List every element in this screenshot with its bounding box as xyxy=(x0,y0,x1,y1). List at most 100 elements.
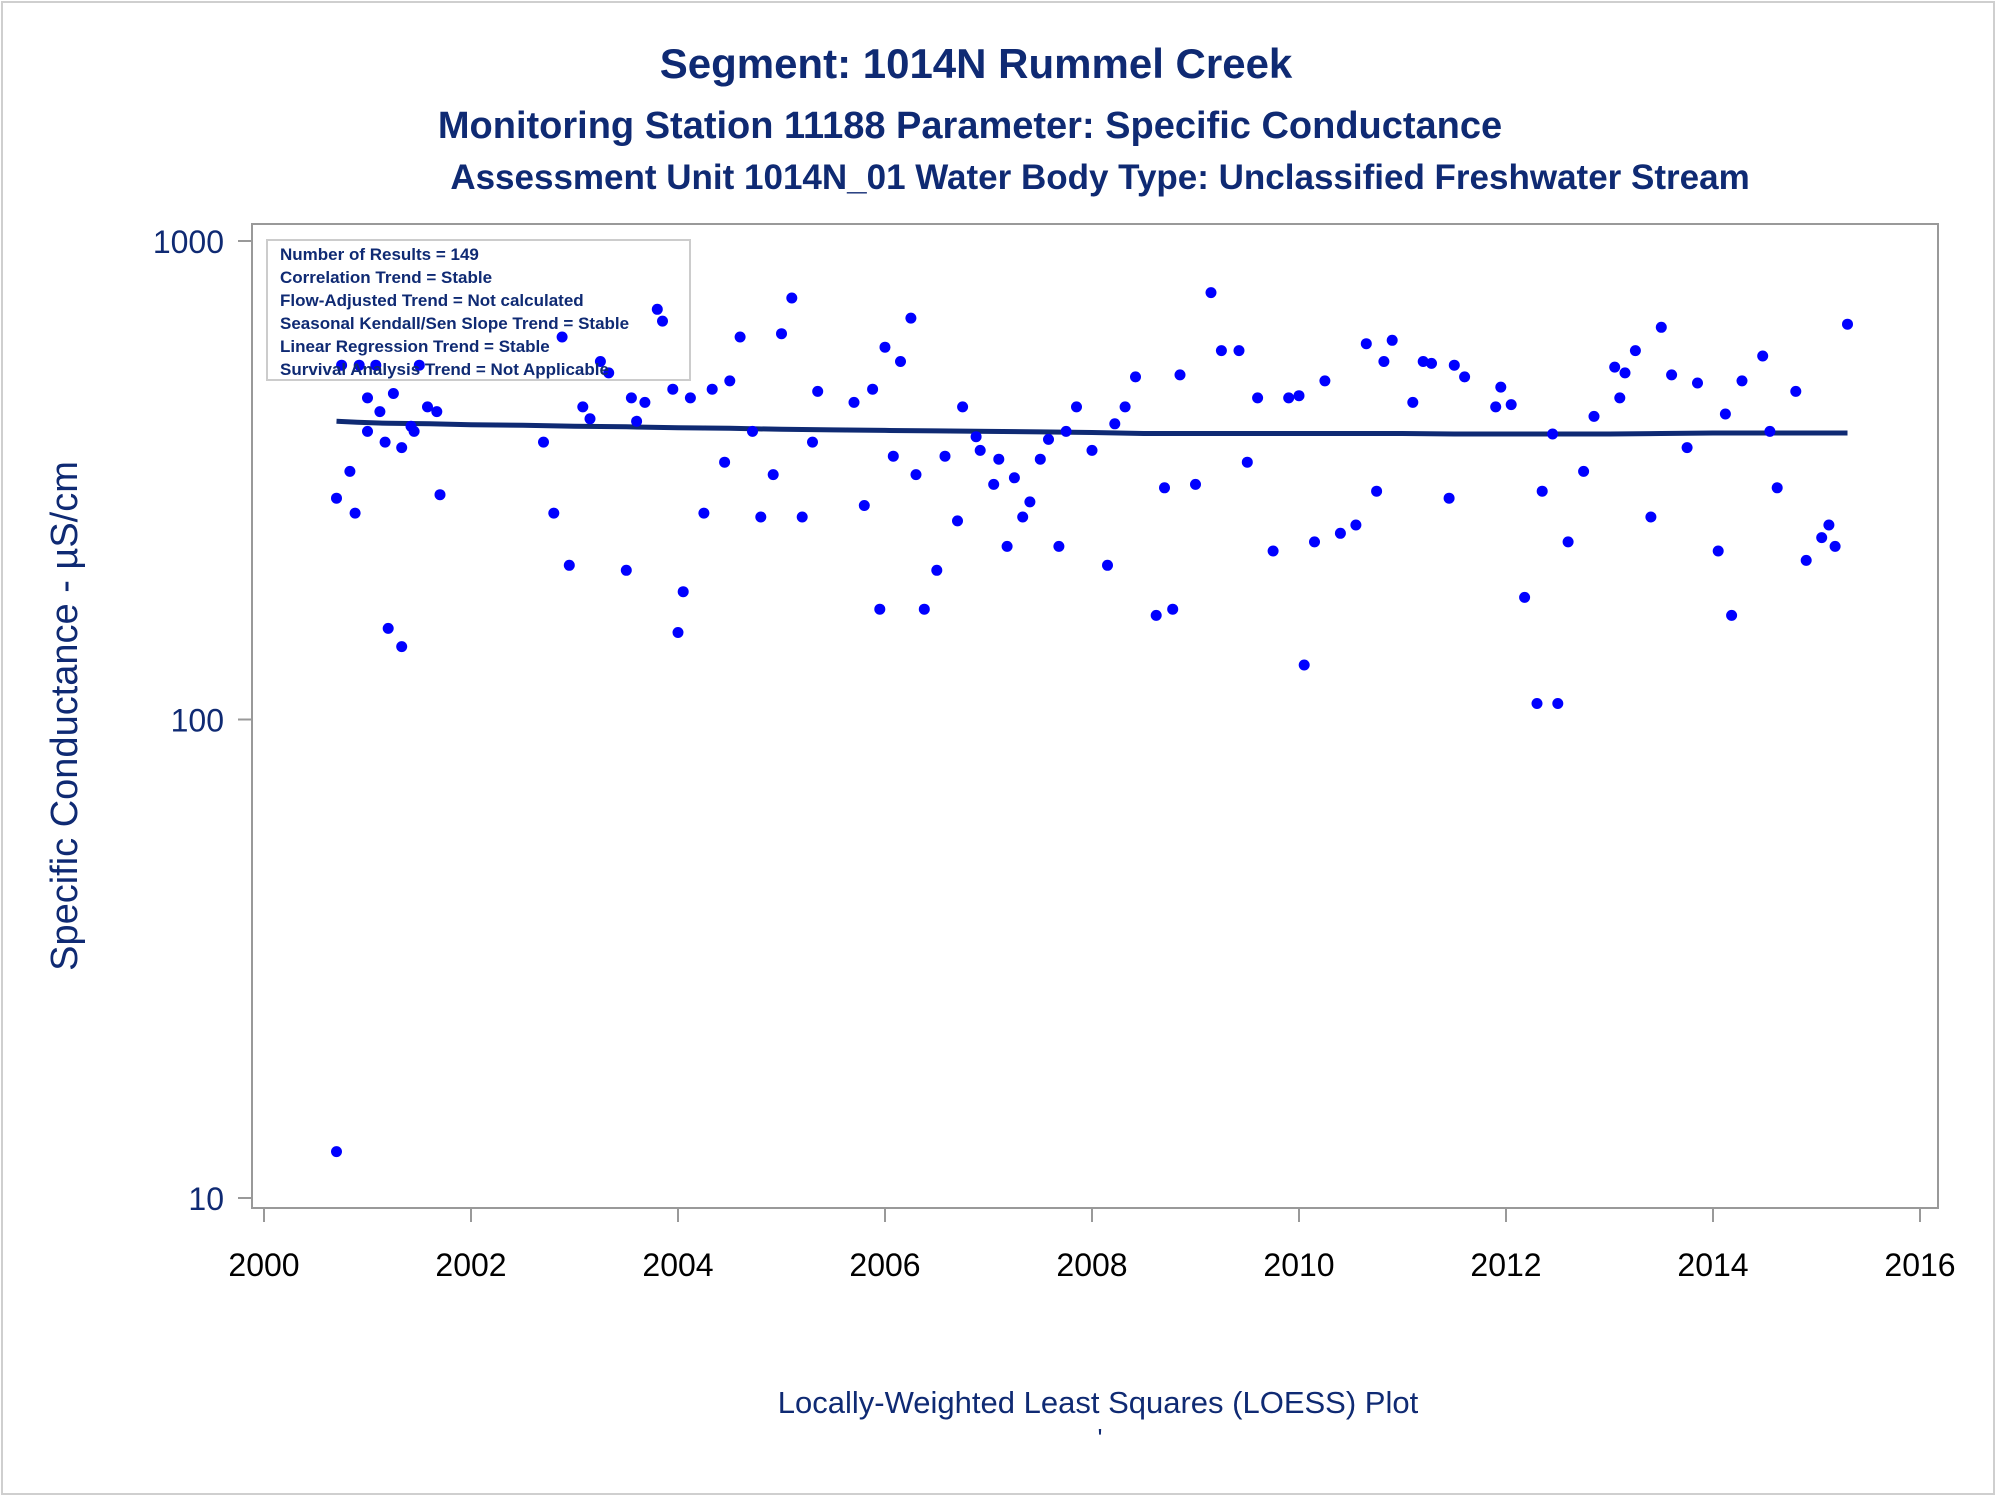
data-point xyxy=(1790,385,1802,397)
data-point xyxy=(1842,318,1853,330)
data-point xyxy=(577,401,589,413)
data-point xyxy=(719,456,731,468)
chart-title: Segment: 1014N Rummel Creek xyxy=(660,40,1293,87)
data-point xyxy=(1334,527,1346,539)
data-point xyxy=(548,507,560,519)
data-point xyxy=(396,442,408,454)
data-point xyxy=(1645,511,1657,523)
data-point xyxy=(382,622,394,634)
data-point xyxy=(331,1146,342,1158)
footnote-mark: ' xyxy=(1098,1423,1103,1453)
data-point xyxy=(387,388,399,399)
data-point xyxy=(422,401,433,413)
data-point xyxy=(1024,496,1036,508)
x-tick-label: 2016 xyxy=(1884,1247,1955,1283)
x-tick-label: 2014 xyxy=(1677,1247,1748,1283)
data-point xyxy=(812,385,824,397)
data-point xyxy=(755,511,767,523)
data-point xyxy=(1800,554,1812,566)
data-point xyxy=(1816,532,1828,544)
data-point xyxy=(1726,609,1738,621)
data-point xyxy=(1293,390,1305,402)
data-point xyxy=(874,603,886,615)
data-point xyxy=(1102,559,1113,571)
data-point xyxy=(657,315,668,327)
data-point xyxy=(413,359,425,371)
y-axis: 10 100 1000 xyxy=(153,224,253,1217)
stats-line: Linear Regression Trend = Stable xyxy=(280,337,550,356)
data-point xyxy=(379,436,391,448)
data-point xyxy=(1609,361,1621,373)
data-point xyxy=(584,413,596,425)
data-point xyxy=(1190,478,1201,490)
data-point xyxy=(1655,321,1667,333)
y-tick-label: 10 xyxy=(188,1181,224,1217)
data-point xyxy=(1119,401,1131,413)
data-point xyxy=(957,401,969,413)
data-point xyxy=(1043,433,1054,445)
data-point xyxy=(677,586,689,598)
data-point xyxy=(1233,345,1245,357)
data-point xyxy=(603,367,615,379)
data-point xyxy=(931,564,943,576)
data-point xyxy=(1771,482,1783,494)
chart-subtitle-2: Assessment Unit 1014N_01 Water Body Type… xyxy=(450,158,1749,197)
data-point xyxy=(1629,345,1641,357)
data-point xyxy=(631,415,643,427)
data-point xyxy=(1531,698,1543,709)
x-axis-label: Locally-Weighted Least Squares (LOESS) P… xyxy=(778,1385,1419,1420)
data-point xyxy=(974,444,986,456)
data-point xyxy=(1719,408,1731,420)
data-point xyxy=(879,341,891,353)
data-point xyxy=(434,489,446,501)
data-point xyxy=(1159,482,1170,494)
data-point xyxy=(1764,425,1776,437)
data-point xyxy=(905,312,917,324)
data-point xyxy=(1519,591,1531,603)
data-point xyxy=(1562,536,1574,548)
data-point xyxy=(887,450,899,462)
data-point xyxy=(594,356,606,367)
data-point xyxy=(1490,401,1502,413)
data-point xyxy=(1681,442,1693,454)
stats-line: Number of Results = 149 xyxy=(280,245,479,264)
x-tick-label: 2012 xyxy=(1470,1247,1541,1283)
data-point xyxy=(1495,381,1507,393)
data-point xyxy=(639,396,651,408)
data-point xyxy=(848,396,860,408)
loess-line-layer xyxy=(336,418,1848,437)
data-point xyxy=(786,292,798,304)
data-point xyxy=(1109,418,1121,430)
data-point xyxy=(1386,334,1398,346)
data-point xyxy=(1215,345,1227,357)
data-point xyxy=(396,641,408,653)
data-point xyxy=(1309,536,1320,548)
data-point xyxy=(1692,377,1703,389)
data-point xyxy=(684,392,696,404)
data-point xyxy=(1167,603,1179,615)
data-point xyxy=(858,500,870,511)
data-points-layer xyxy=(331,287,1853,1158)
data-point xyxy=(1712,545,1724,557)
data-point xyxy=(1443,492,1455,504)
data-point xyxy=(374,406,386,418)
data-point xyxy=(747,425,758,437)
data-point xyxy=(1619,367,1631,379)
data-point xyxy=(1241,456,1253,468)
data-point xyxy=(1736,375,1748,387)
data-point xyxy=(667,383,679,395)
data-point xyxy=(1150,609,1162,621)
data-point xyxy=(362,392,373,404)
data-point xyxy=(563,559,575,571)
data-point xyxy=(1298,659,1310,671)
data-point xyxy=(1319,375,1331,387)
data-point xyxy=(698,507,710,519)
data-point xyxy=(370,359,382,371)
data-point xyxy=(1448,359,1460,371)
data-point xyxy=(625,392,637,404)
data-point xyxy=(620,564,632,576)
data-point xyxy=(807,436,818,448)
data-point xyxy=(1578,465,1590,477)
x-tick-label: 2000 xyxy=(228,1247,299,1283)
data-point xyxy=(1371,485,1383,497)
